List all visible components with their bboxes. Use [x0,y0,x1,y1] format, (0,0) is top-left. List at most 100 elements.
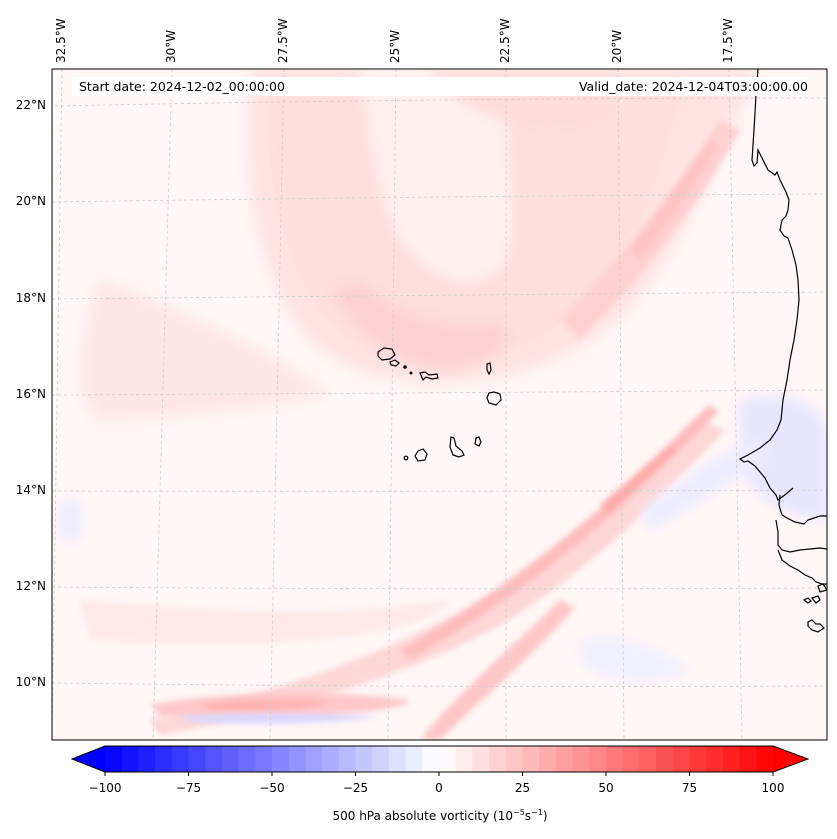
map-frame [51,68,828,741]
coastline-casamance [775,519,827,553]
colorbar-segment [489,746,507,772]
gridline-lat [54,97,827,107]
colorbar-tick-label: 50 [598,781,614,795]
lat-label: 22°N [15,98,46,112]
island-maio [474,436,482,447]
negative-vorticity-areas [60,396,827,681]
colorbar-segments [105,746,774,772]
colorbar-segment [505,746,523,772]
colorbar-segment [255,746,273,772]
coastlines [377,69,827,633]
colorbar-segment [606,746,624,772]
colorbar-segment [372,746,390,772]
colorbar-segment [105,746,123,772]
colorbar-segment [455,746,473,772]
gridline-lon [617,69,625,740]
colorbar-label-exponent: −1 [531,808,543,817]
colorbar-segment [639,746,657,772]
colorbar-segment [305,746,323,772]
island-brava [403,455,409,461]
colorbar-segment [756,746,774,772]
colorbar-label: 500 hPa absolute vorticity (10−5s−1) [0,808,837,823]
southern-streaks [80,600,450,724]
colorbar-segment [739,746,757,772]
valid-date-box: Valid_date: 2024-12-04T03:00:00.00 [540,77,808,96]
gridline-lat [52,682,827,687]
coastline-guinea-bissau [777,549,827,585]
lat-label: 18°N [15,291,46,305]
lat-label: 14°N [15,483,46,497]
colorbar-segment [221,746,240,772]
colorbar-segment [188,746,206,772]
colorbar-label-exponent: −5 [512,808,525,817]
colorbar-tick-label: 0 [435,781,443,795]
island-bijagos [817,583,827,593]
lat-label: 16°N [15,387,46,401]
lat-label: 10°N [15,675,46,689]
gridline-lat [52,291,827,300]
gridline-lon [152,69,173,740]
colorbar-extend-high [773,746,808,772]
gridline-lat [52,489,827,492]
colorbar-segment [589,746,607,772]
gridline-lat [52,193,827,203]
colorbar-segment [572,746,590,772]
colorbar-segment [439,746,457,772]
colorbar-extend-low [72,746,105,772]
island-santo-antao [377,347,396,361]
island-sao-nicolau [419,371,439,382]
colorbar-segment [522,746,540,772]
colorbar-segment [121,746,139,772]
coastline-mauritania-senegal [738,69,800,501]
colorbar-segment [689,746,707,772]
gridline-lat [52,586,827,590]
positive-vorticity-band-north [560,120,740,340]
gridline-lon [387,69,397,740]
colorbar-segment [288,746,306,772]
start-date-label: Start date: 2024-12-02_00:00:00 [79,79,285,94]
colorbar-segment [672,746,690,772]
colorbar-segment [155,746,173,772]
island-fogo [414,448,428,462]
island-boa-vista [486,391,502,406]
colorbar-label-unit: s [524,809,532,823]
colorbar-ticks [104,772,774,776]
colorbar-segment [322,746,340,772]
gridline-lon [728,69,743,740]
colorbar-segment [722,746,741,772]
colorbar-segment [422,746,440,772]
coastline-gambia [778,494,827,525]
colorbar-tick-label: −75 [175,781,202,795]
colorbar-tick-label: −100 [88,781,122,795]
colorbar-segment [622,746,640,772]
colorbar-segment [656,746,674,772]
colorbar-label-text: 500 hPa absolute vorticity (10 [332,809,513,823]
lat-label: 12°N [15,579,46,593]
colorbar-segment [539,746,557,772]
positive-vorticity-filament [150,405,725,740]
colorbar-segment [405,746,423,772]
colorbar-tick-label: 100 [761,781,785,795]
island-bijagos [802,597,812,604]
island-santiago [449,436,465,458]
island-bijagos [807,619,825,633]
valid-date-label: Valid_date: 2024-12-04T03:00:00.00 [578,79,808,94]
island-bijagos [810,595,821,604]
island-raso [409,371,413,375]
colorbar-label-end: ) [542,809,548,823]
gridlines [52,69,827,740]
colorbar-segment [472,746,490,772]
colorbar-segment [238,746,256,772]
colorbar-segment [706,746,724,772]
colorbar-segment [388,746,407,772]
colorbar-segment [171,746,189,772]
gridline-lon [269,69,285,740]
colorbar-tick-label: 75 [681,781,698,795]
colorbar-tick-label: −50 [259,781,285,795]
lat-label: 20°N [15,194,46,208]
island-sao-vicente [389,359,400,367]
colorbar-segment [272,746,290,772]
colorbar-segment [555,746,574,772]
